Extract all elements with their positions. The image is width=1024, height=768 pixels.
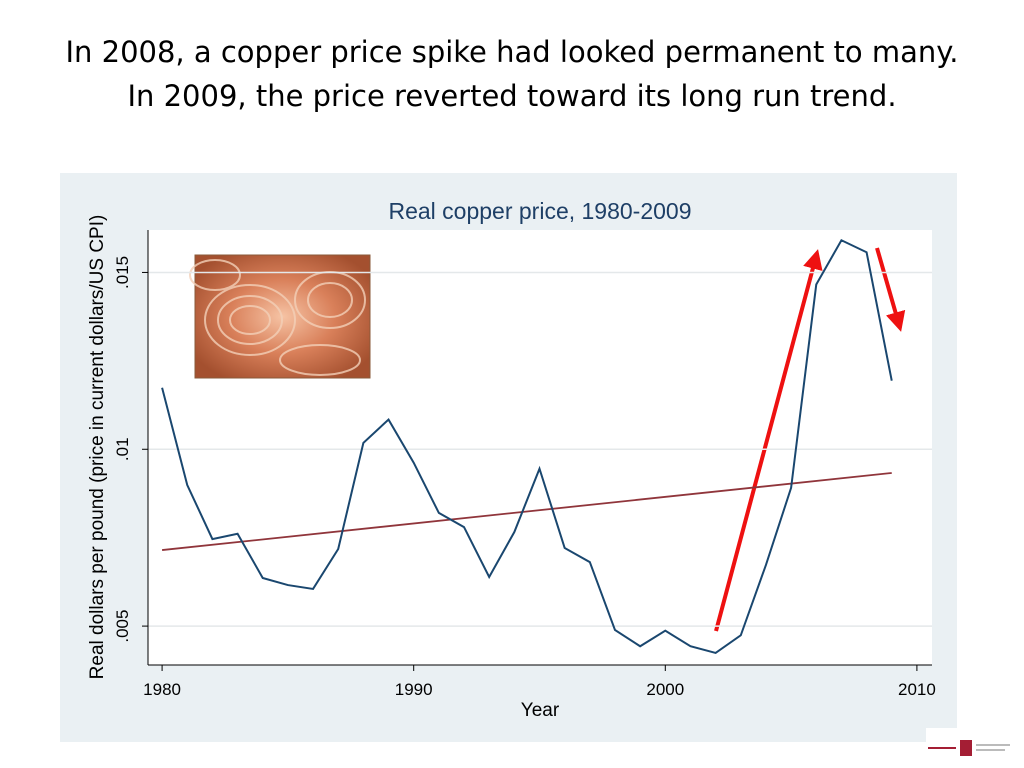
rise-arrow (714, 249, 823, 632)
chart-title: Real copper price, 1980-2009 (388, 198, 691, 224)
y-tick-label: .01 (113, 437, 132, 461)
y-axis-title: Real dollars per pound (price in current… (87, 215, 108, 680)
x-tick-label: 2000 (646, 680, 684, 699)
slide-title: In 2008, a copper price spike had looked… (65, 35, 958, 69)
x-axis-title: Year (521, 700, 560, 721)
x-tick-label: 2010 (898, 680, 936, 699)
trend-line (161, 472, 892, 551)
x-tick-label: 1990 (395, 680, 433, 699)
fall-arrow (875, 247, 906, 332)
x-tick-label: 1980 (143, 680, 181, 699)
y-tick-label: .015 (113, 256, 132, 289)
slide-title: In 2009, the price reverted toward its l… (127, 79, 896, 113)
price-line (161, 238, 893, 655)
logo (926, 728, 1024, 768)
y-tick-label: .005 (113, 610, 132, 643)
copper-photo (189, 254, 371, 379)
